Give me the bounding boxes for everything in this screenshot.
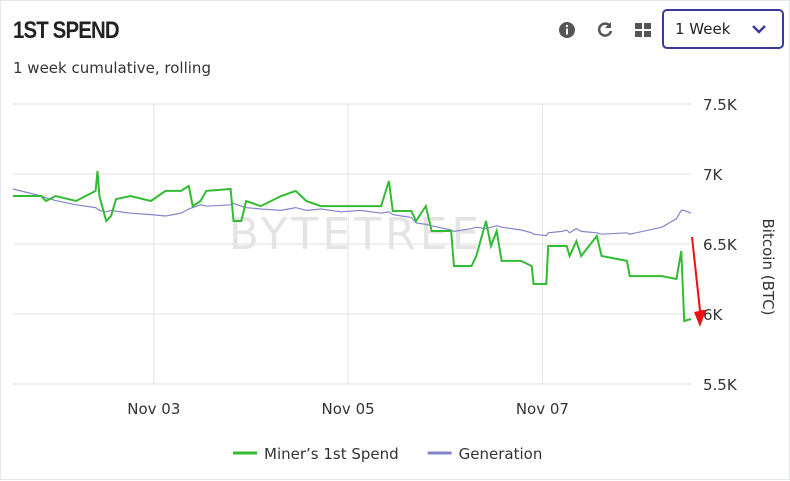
x-tick-label: Nov 05 [322, 400, 375, 418]
y-axis-title: Bitcoin (BTC) [759, 219, 777, 316]
legend-label: Miner’s 1st Spend [264, 445, 399, 463]
series-line [12, 188, 692, 237]
grid: 5.5K 6K 6.5K 7K 7.5K Nov 03 Nov 05 Nov 07 [13, 96, 738, 418]
dropdown-value: 1 Week [675, 20, 731, 38]
refresh-icon[interactable] [596, 21, 614, 39]
y-tick-label: 5.5K [703, 376, 738, 394]
panel-subtitle: 1 week cumulative, rolling [13, 59, 211, 77]
panel-title: 1ST SPEND [13, 17, 120, 44]
grid-icon[interactable] [634, 21, 652, 39]
series-line [13, 171, 692, 323]
annotation-arrow [691, 237, 706, 327]
x-tick-label: Nov 03 [127, 400, 180, 418]
y-tick-label: 7.5K [703, 96, 738, 114]
legend-label: Generation [459, 445, 543, 463]
y-tick-label: 6K [703, 306, 724, 324]
watermark: BYTETREE [229, 209, 483, 260]
y-tick-label: 6.5K [703, 236, 738, 254]
plot [12, 171, 692, 323]
info-icon[interactable] [558, 21, 576, 39]
dropdown-chevron [752, 25, 766, 34]
y-tick-label: 7K [703, 166, 724, 184]
period-dropdown[interactable]: 1 Week [662, 9, 784, 49]
x-tick-label: Nov 07 [516, 400, 569, 418]
